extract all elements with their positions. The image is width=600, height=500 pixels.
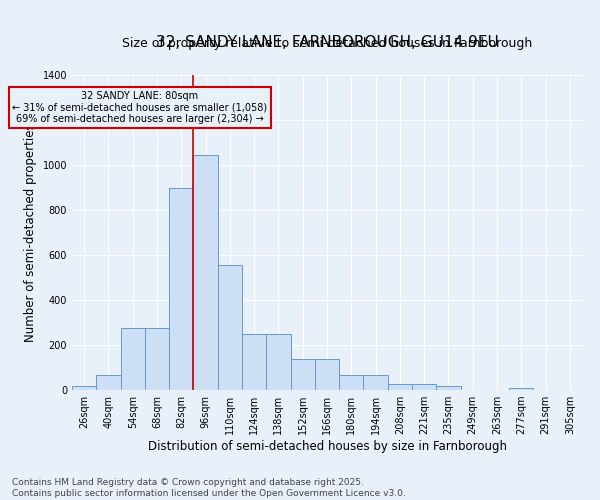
Bar (242, 334, 266, 390)
Bar (145, 328, 169, 390)
Bar (193, 155, 218, 390)
Bar (169, 188, 193, 390)
Bar (266, 334, 290, 390)
Text: Contains HM Land Registry data © Crown copyright and database right 2025.
Contai: Contains HM Land Registry data © Crown c… (12, 478, 406, 498)
Bar (315, 358, 339, 390)
Bar (388, 384, 412, 390)
X-axis label: Distribution of semi-detached houses by size in Farnborough: Distribution of semi-detached houses by … (148, 440, 506, 453)
Bar (436, 386, 461, 390)
Bar (218, 265, 242, 390)
Bar (96, 374, 121, 390)
Y-axis label: Number of semi-detached properties: Number of semi-detached properties (24, 123, 37, 342)
Bar (72, 386, 96, 390)
Bar (412, 384, 436, 390)
Bar (339, 374, 364, 390)
Bar (121, 328, 145, 390)
Bar (290, 358, 315, 390)
Text: 32, SANDY LANE, FARNBOROUGH, GU14 9EU: 32, SANDY LANE, FARNBOROUGH, GU14 9EU (155, 35, 499, 50)
Text: 32 SANDY LANE: 80sqm
← 31% of semi-detached houses are smaller (1,058)
69% of se: 32 SANDY LANE: 80sqm ← 31% of semi-detac… (13, 91, 268, 124)
Bar (364, 374, 388, 390)
Bar (509, 388, 533, 390)
Title: Size of property relative to semi-detached houses in Farnborough: Size of property relative to semi-detach… (122, 37, 532, 50)
